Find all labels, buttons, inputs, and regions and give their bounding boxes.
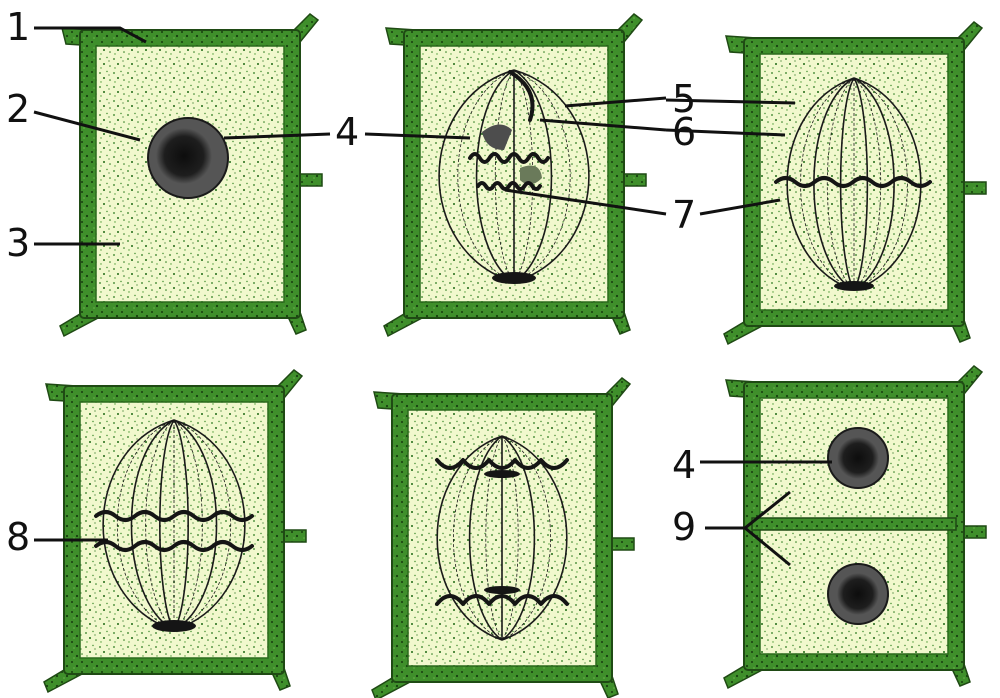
label-1: 1	[6, 5, 30, 49]
spindle-fiber	[102, 419, 175, 631]
cell-plate	[751, 517, 957, 531]
centrosome	[152, 620, 196, 632]
label-8: 8	[6, 515, 30, 559]
separating-chromatids-top	[94, 510, 254, 522]
spindle-fiber	[853, 77, 869, 291]
label-4-top: 4	[335, 110, 359, 154]
cell-anaphase	[43, 369, 307, 694]
nucleolus	[837, 573, 879, 615]
metaphase-plate-chromosomes	[774, 176, 932, 188]
chromosomes	[476, 181, 542, 191]
spindle-fiber	[853, 77, 908, 291]
spindle-fiber	[513, 69, 553, 283]
label-3: 3	[6, 221, 30, 265]
centrosome	[492, 272, 536, 284]
cell-metaphase	[723, 21, 987, 346]
spindle-fiber	[436, 435, 503, 641]
nucleus-fragment	[482, 124, 512, 150]
nucleolus	[837, 437, 879, 479]
spindle-fiber	[173, 419, 246, 631]
spindle-fiber	[501, 435, 551, 641]
spindle-fiber	[145, 419, 175, 631]
spindle-fiber	[826, 77, 855, 291]
cell-interphase	[59, 13, 323, 338]
spindle-fiber	[130, 419, 175, 631]
spindle-fiber	[453, 435, 503, 641]
separating-chromatids-bottom	[94, 540, 254, 552]
spindle-fiber	[173, 419, 203, 631]
label-2: 2	[6, 87, 30, 131]
centrosome	[834, 281, 874, 291]
cell-telophase	[371, 377, 635, 698]
spindle-fiber	[501, 435, 519, 641]
spindle-fiber	[438, 69, 515, 283]
label-4-bottom: 4	[672, 443, 696, 487]
nucleolus	[156, 128, 212, 184]
spindle-fiber	[173, 419, 218, 631]
daughter-chromosomes-top	[435, 458, 569, 470]
spindle-fiber	[501, 435, 536, 641]
centrosome	[484, 470, 520, 478]
spindle-fiber	[116, 419, 175, 631]
spindle-fiber	[513, 69, 571, 283]
spindle-fiber	[513, 69, 590, 283]
spindle-fiber	[501, 435, 568, 641]
spindle-fiber	[853, 77, 895, 291]
spindle-fiber	[173, 419, 232, 631]
cell-prophase	[383, 13, 647, 338]
label-9: 9	[672, 505, 696, 549]
nuclear-envelope	[508, 70, 535, 122]
cell-cytokinesis	[723, 365, 987, 690]
daughter-chromosomes-bottom	[435, 594, 569, 606]
spindle-fiber	[159, 419, 175, 631]
chromosomes	[468, 152, 550, 164]
spindle-fiber	[457, 69, 515, 283]
spindle-fiber	[786, 77, 855, 291]
leader-lines	[33, 26, 832, 567]
nucleus-fragment	[520, 165, 542, 185]
centrosome	[484, 586, 520, 594]
label-7: 7	[672, 193, 696, 237]
spindle-fiber	[468, 435, 503, 641]
spindle-fiber	[485, 435, 503, 641]
spindle-fiber	[475, 69, 515, 283]
spindle-fiber	[173, 419, 189, 631]
